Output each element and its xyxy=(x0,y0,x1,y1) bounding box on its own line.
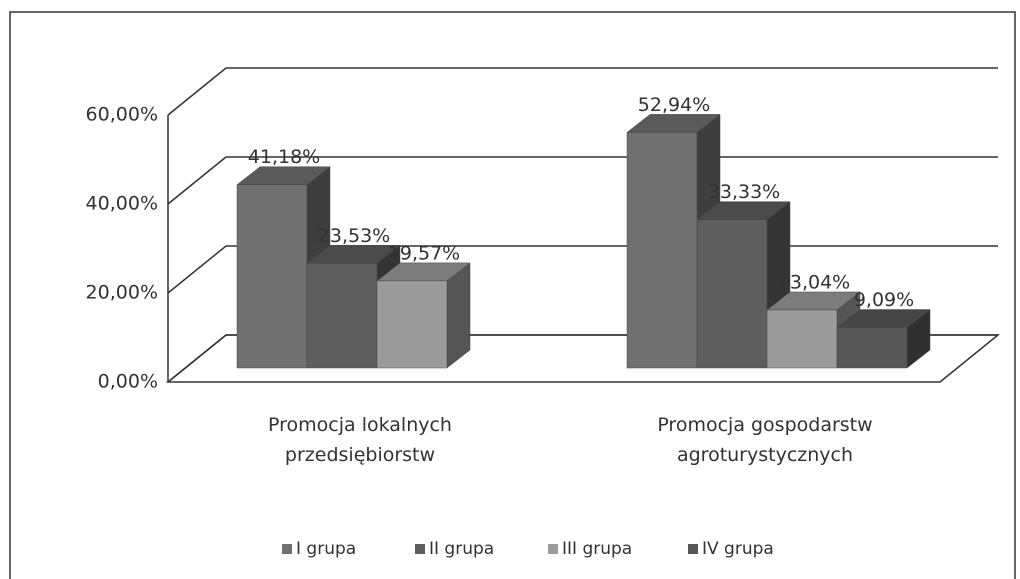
bar-front xyxy=(696,219,768,369)
grid-line xyxy=(167,334,227,383)
y-tick-label: 40,00% xyxy=(86,193,158,215)
legend-label: III grupa xyxy=(562,539,632,559)
bar-front xyxy=(306,263,378,369)
data-label: 13,04% xyxy=(778,271,850,293)
legend-label: I grupa xyxy=(296,539,356,559)
bar-front xyxy=(236,184,308,369)
legend-swatch xyxy=(548,544,558,554)
bar-side xyxy=(446,262,471,369)
bar xyxy=(376,262,471,369)
grid-line xyxy=(167,156,227,205)
bar-front xyxy=(836,327,908,369)
x-tick-label: Promocja lokalnych przedsiębiorstw xyxy=(268,414,452,466)
data-label: 52,94% xyxy=(638,94,710,116)
bar xyxy=(306,244,401,369)
data-label: 9,09% xyxy=(854,289,914,311)
bar-front xyxy=(766,309,838,369)
data-label: 33,33% xyxy=(708,181,780,203)
data-label: 41,18% xyxy=(248,146,320,168)
bar xyxy=(836,309,931,369)
grid-line xyxy=(167,245,227,294)
bar-front xyxy=(626,132,698,369)
frame xyxy=(9,11,1016,579)
x-tick-label: Promocja gospodarstw agroturystycznych xyxy=(657,414,873,466)
legend-label: II grupa xyxy=(429,539,494,559)
data-label: 19,57% xyxy=(388,242,460,264)
legend-swatch xyxy=(282,544,292,554)
bar-front xyxy=(376,280,448,369)
legend-swatch xyxy=(688,544,698,554)
y-tick-label: 60,00% xyxy=(86,104,158,126)
data-label: 23,53% xyxy=(318,225,390,247)
legend-swatch xyxy=(415,544,425,554)
grid-line xyxy=(167,67,227,116)
y-tick-label: 20,00% xyxy=(86,282,158,304)
y-tick-label: 0,00% xyxy=(98,371,158,393)
legend-label: IV grupa xyxy=(702,539,774,559)
